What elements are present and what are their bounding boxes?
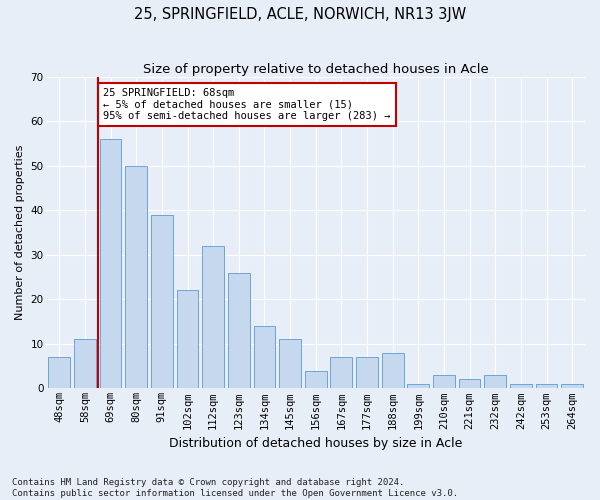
Text: Contains HM Land Registry data © Crown copyright and database right 2024.
Contai: Contains HM Land Registry data © Crown c… <box>12 478 458 498</box>
Bar <box>484 375 506 388</box>
Bar <box>536 384 557 388</box>
Bar <box>561 384 583 388</box>
Bar <box>356 357 378 388</box>
Y-axis label: Number of detached properties: Number of detached properties <box>15 145 25 320</box>
Bar <box>331 357 352 388</box>
Bar <box>510 384 532 388</box>
Bar <box>202 246 224 388</box>
Bar <box>407 384 429 388</box>
Bar <box>176 290 199 388</box>
Bar <box>305 370 326 388</box>
Bar <box>100 139 121 388</box>
Title: Size of property relative to detached houses in Acle: Size of property relative to detached ho… <box>143 62 488 76</box>
Bar <box>49 357 70 388</box>
Bar <box>433 375 455 388</box>
Text: 25, SPRINGFIELD, ACLE, NORWICH, NR13 3JW: 25, SPRINGFIELD, ACLE, NORWICH, NR13 3JW <box>134 8 466 22</box>
Text: 25 SPRINGFIELD: 68sqm
← 5% of detached houses are smaller (15)
95% of semi-detac: 25 SPRINGFIELD: 68sqm ← 5% of detached h… <box>103 88 391 121</box>
Bar <box>279 340 301 388</box>
Bar <box>458 380 481 388</box>
Bar <box>74 340 96 388</box>
X-axis label: Distribution of detached houses by size in Acle: Distribution of detached houses by size … <box>169 437 463 450</box>
Bar <box>382 353 404 388</box>
Bar <box>254 326 275 388</box>
Bar <box>228 272 250 388</box>
Bar <box>125 166 147 388</box>
Bar <box>151 214 173 388</box>
